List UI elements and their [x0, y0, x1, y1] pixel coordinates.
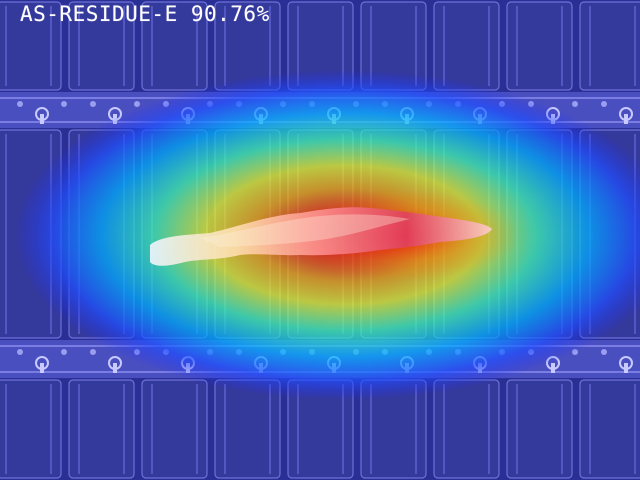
- via-dot: [134, 101, 140, 107]
- via-dot: [61, 101, 67, 107]
- die-cell: [579, 379, 640, 479]
- die-cell: [0, 1, 62, 91]
- pad-stem: [113, 363, 117, 373]
- residue-defect: [150, 207, 492, 266]
- die-cell: [68, 379, 135, 479]
- die-cell: [506, 1, 573, 91]
- via-dot: [61, 349, 67, 355]
- via-dot: [90, 349, 96, 355]
- die-cell: [579, 1, 640, 91]
- pad-stem: [624, 363, 628, 373]
- pad-stem: [551, 363, 555, 373]
- via-dot: [90, 101, 96, 107]
- pad-stem: [40, 114, 44, 124]
- detection-label: AS-RESIDUE-E 90.76%: [20, 2, 270, 26]
- via-dot: [572, 101, 578, 107]
- die-cell: [506, 379, 573, 479]
- pad-stem: [40, 363, 44, 373]
- residue-defect-highlight: [200, 214, 410, 247]
- die-cell: [0, 379, 62, 479]
- die-cell: [68, 1, 135, 91]
- die-cell: [141, 379, 208, 479]
- via-dot: [601, 349, 607, 355]
- die-cell: [141, 1, 208, 91]
- pad-stem: [624, 114, 628, 124]
- via-dot: [17, 349, 23, 355]
- via-dot: [601, 101, 607, 107]
- via-dot: [17, 101, 23, 107]
